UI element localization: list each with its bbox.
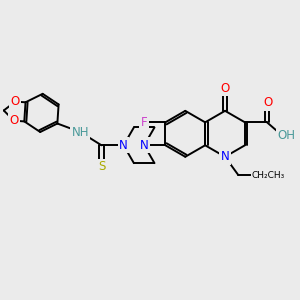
Text: N: N xyxy=(119,139,128,152)
Text: O: O xyxy=(11,95,20,108)
Text: NH: NH xyxy=(72,125,89,139)
Text: N: N xyxy=(221,150,230,163)
Text: O: O xyxy=(220,82,230,95)
Text: N: N xyxy=(140,139,148,152)
Text: CH₂CH₃: CH₂CH₃ xyxy=(252,170,285,179)
Text: OH: OH xyxy=(278,129,296,142)
Text: O: O xyxy=(9,114,19,127)
Text: S: S xyxy=(98,160,105,173)
Text: F: F xyxy=(141,116,148,129)
Text: O: O xyxy=(264,96,273,109)
